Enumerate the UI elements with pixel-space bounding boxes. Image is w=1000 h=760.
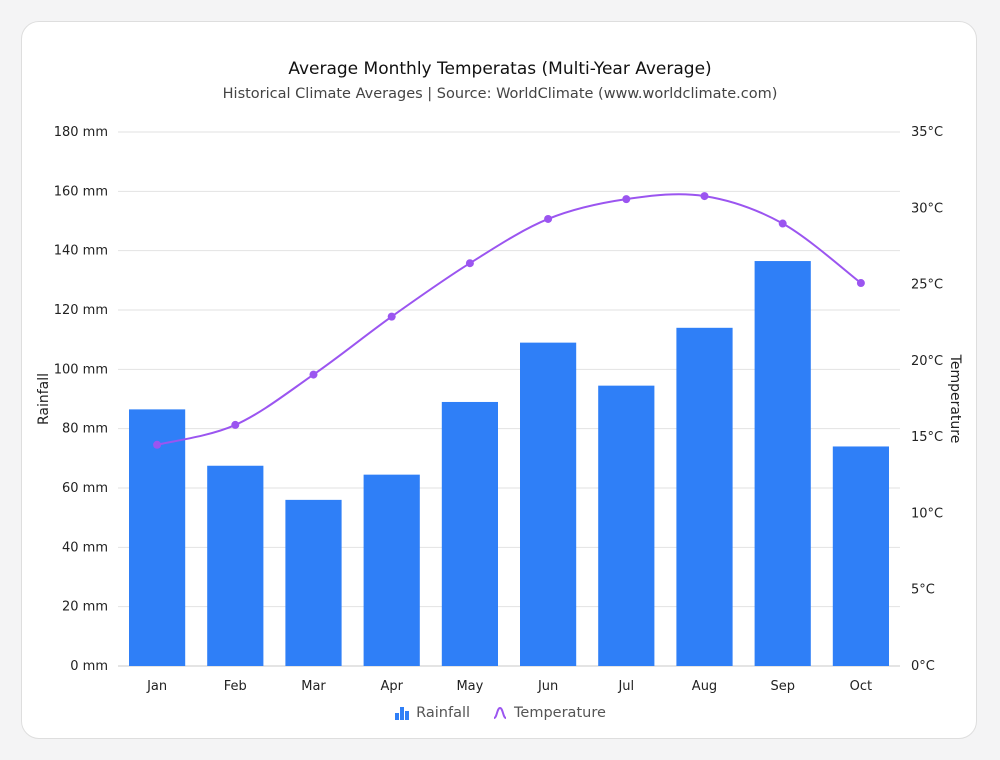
temperature-point-jul [622,195,631,204]
x-tick-label: Apr [380,679,403,694]
x-tick-label: Oct [850,679,872,694]
bar-jun [520,342,577,666]
legend-item-temperature[interactable]: Temperature [492,705,606,721]
bar-may [441,401,498,666]
legend: Rainfall Temperature [0,705,1000,721]
y-left-tick-label: 120 mm [54,303,108,318]
x-tick-label: Jul [617,679,634,694]
y-left-tick-label: 180 mm [54,125,108,140]
x-tick-label: May [456,679,483,694]
bar-mar [285,499,342,666]
temperature-point-jan [153,440,162,449]
bar-sep [754,261,811,666]
chart-title: Average Monthly Temperatas (Multi-Year A… [288,59,712,79]
x-tick-label: Sep [770,679,795,694]
y-right-tick-label: 30°C [911,201,943,216]
temperature-line [156,193,862,446]
x-tick-label: Jan [146,679,167,694]
x-tick-label: Mar [301,679,326,694]
y-right-tick-label: 25°C [911,278,943,293]
y-left-tick-label: 60 mm [62,481,108,496]
x-tick-label: Jun [537,679,558,694]
temperature-point-feb [231,420,240,429]
y-right-tick-label: 5°C [911,583,935,598]
y-right-tick-label: 0°C [911,659,935,674]
y-right-axis-title: Temperature [947,354,963,444]
temperature-point-mar [309,370,318,379]
bar-aug [676,327,733,666]
legend-item-rainfall[interactable]: Rainfall [394,705,470,721]
x-tick-label: Feb [224,679,247,694]
y-right-tick-label: 15°C [911,430,943,445]
bar-chart-icon [395,707,410,720]
bar-jan [129,409,186,666]
x-tick-label: Aug [692,679,717,694]
y-left-tick-label: 20 mm [62,600,108,615]
bar-jul [598,385,655,666]
y-left-tick-label: 140 mm [54,244,108,259]
wave-line-icon [493,706,507,719]
bar-oct [832,446,889,666]
y-left-axis-title: Rainfall [36,373,52,425]
y-left-tick-label: 80 mm [62,422,108,437]
temperature-point-apr [387,312,396,321]
y-left-tick-label: 0 mm [70,659,108,674]
y-right-tick-label: 10°C [911,506,943,521]
y-left-tick-label: 100 mm [54,362,108,377]
legend-label-temperature: Temperature [514,705,606,721]
bar-feb [207,465,264,666]
chart-subtitle: Historical Climate Averages | Source: Wo… [222,86,778,102]
legend-label-rainfall: Rainfall [416,705,471,721]
temperature-point-jun [544,214,553,223]
temperature-point-sep [778,219,787,228]
y-right-tick-label: 35°C [911,125,943,140]
temperature-point-may [465,259,474,268]
y-left-tick-label: 160 mm [54,184,108,199]
temperature-point-aug [700,192,709,201]
temperature-point-oct [856,279,865,288]
y-right-tick-label: 20°C [911,354,943,369]
y-left-tick-label: 40 mm [62,540,108,555]
bar-apr [363,474,420,666]
